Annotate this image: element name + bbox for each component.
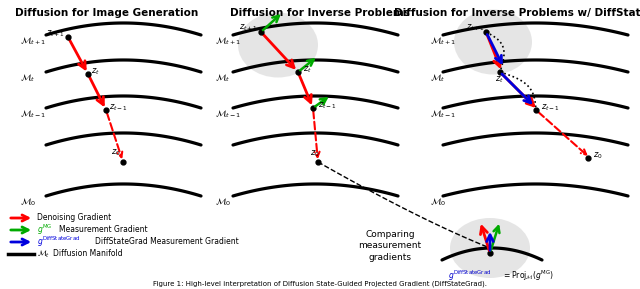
Text: $\mathcal{M}_{t-1}$: $\mathcal{M}_{t-1}$ xyxy=(430,108,456,120)
Text: $\mathcal{M}_0$: $\mathcal{M}_0$ xyxy=(215,196,231,208)
Text: $z_0$: $z_0$ xyxy=(310,149,320,159)
Text: $\mathcal{M}_0$: $\mathcal{M}_0$ xyxy=(430,196,446,208)
Text: $z_t$: $z_t$ xyxy=(303,65,312,75)
Text: $\mathcal{M}_{t+1}$: $\mathcal{M}_{t+1}$ xyxy=(215,35,241,47)
Text: $\mathcal{M}_{t-1}$: $\mathcal{M}_{t-1}$ xyxy=(215,108,241,120)
Text: Diffusion Manifold: Diffusion Manifold xyxy=(53,249,123,258)
Text: $\mathcal{M}_{t+1}$: $\mathcal{M}_{t+1}$ xyxy=(20,35,46,47)
Ellipse shape xyxy=(450,218,530,278)
Text: Diffusion for Inverse Problems w/ DiffStateGrad: Diffusion for Inverse Problems w/ DiffSt… xyxy=(394,8,640,18)
Text: $g^{\mathrm{DiffStateGrad}}$: $g^{\mathrm{DiffStateGrad}}$ xyxy=(37,235,80,249)
Ellipse shape xyxy=(238,12,318,77)
Ellipse shape xyxy=(454,10,532,75)
Text: $g^{\mathrm{MG}}$: $g^{\mathrm{MG}}$ xyxy=(37,223,52,237)
Text: $z_t$: $z_t$ xyxy=(495,75,504,85)
Text: Measurement Gradient: Measurement Gradient xyxy=(59,225,148,234)
Text: $\mathcal{M}_{t-1}$: $\mathcal{M}_{t-1}$ xyxy=(20,108,46,120)
Text: $g^{\mathrm{DiffStateGrad}}$: $g^{\mathrm{DiffStateGrad}}$ xyxy=(448,269,492,283)
Text: $\mathcal{M}_t$: $\mathcal{M}_t$ xyxy=(20,72,35,84)
Text: $= \mathrm{Proj}_{\mathcal{M}}(g^{\mathrm{MG}})$: $= \mathrm{Proj}_{\mathcal{M}}(g^{\mathr… xyxy=(502,269,554,283)
Text: $\mathcal{M}_t$: $\mathcal{M}_t$ xyxy=(430,72,445,84)
Text: Figure 1: High-level interpretation of Diffusion State-Guided Projected Gradient: Figure 1: High-level interpretation of D… xyxy=(153,281,487,287)
Text: $z_{t+1}$: $z_{t+1}$ xyxy=(239,23,258,33)
Text: $z_0$: $z_0$ xyxy=(111,148,121,158)
Text: Diffusion for Image Generation: Diffusion for Image Generation xyxy=(15,8,198,18)
Text: Diffusion for Inverse Problems: Diffusion for Inverse Problems xyxy=(230,8,410,18)
Text: Denoising Gradient: Denoising Gradient xyxy=(37,214,111,223)
Text: $z_0$: $z_0$ xyxy=(593,151,603,161)
Text: $z_{t-1}$: $z_{t-1}$ xyxy=(541,103,560,113)
Text: $z_{t-1}$: $z_{t-1}$ xyxy=(109,103,128,113)
Text: $z_{t-1}$: $z_{t-1}$ xyxy=(318,101,337,111)
Text: $\mathcal{M}_t$: $\mathcal{M}_t$ xyxy=(37,248,51,260)
Text: $\mathcal{M}_{t+1}$: $\mathcal{M}_{t+1}$ xyxy=(430,35,456,47)
Text: DiffStateGrad Measurement Gradient: DiffStateGrad Measurement Gradient xyxy=(95,238,239,247)
Text: Comparing
measurement
gradients: Comparing measurement gradients xyxy=(358,230,422,262)
Text: $z_{t+1}$: $z_{t+1}$ xyxy=(466,23,485,33)
Text: $\mathcal{M}_t$: $\mathcal{M}_t$ xyxy=(215,72,230,84)
Text: $\mathcal{M}_0$: $\mathcal{M}_0$ xyxy=(20,196,36,208)
Text: $z_t$: $z_t$ xyxy=(91,67,100,77)
Text: $z_{t+1}$: $z_{t+1}$ xyxy=(46,29,65,39)
